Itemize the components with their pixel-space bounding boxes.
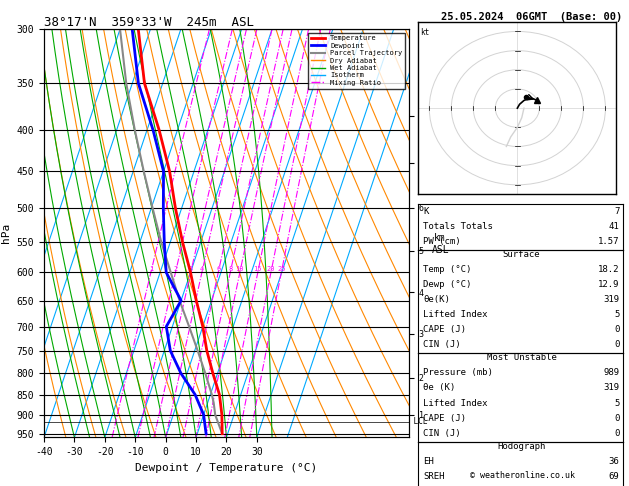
Text: 5: 5 — [614, 310, 620, 319]
Text: kt: kt — [420, 28, 430, 36]
Text: Lifted Index: Lifted Index — [423, 399, 488, 408]
Text: CIN (J): CIN (J) — [423, 429, 461, 438]
Text: Pressure (mb): Pressure (mb) — [423, 368, 493, 378]
Y-axis label: km
ASL: km ASL — [431, 233, 449, 255]
Text: LCL: LCL — [409, 417, 427, 426]
Y-axis label: hPa: hPa — [1, 223, 11, 243]
Text: 8: 8 — [228, 266, 232, 273]
Text: 41: 41 — [609, 222, 620, 231]
X-axis label: Dewpoint / Temperature (°C): Dewpoint / Temperature (°C) — [135, 463, 318, 473]
Text: 0: 0 — [614, 429, 620, 438]
Text: Most Unstable: Most Unstable — [486, 353, 557, 363]
Text: 36: 36 — [609, 457, 620, 466]
Text: 1.57: 1.57 — [598, 237, 620, 246]
Text: 15: 15 — [253, 266, 262, 273]
Text: CAPE (J): CAPE (J) — [423, 414, 466, 423]
Text: SREH: SREH — [423, 472, 445, 481]
Text: 3: 3 — [189, 266, 193, 273]
Text: 0: 0 — [614, 325, 620, 334]
Text: 69: 69 — [609, 472, 620, 481]
Text: PW (cm): PW (cm) — [423, 237, 461, 246]
Text: 7: 7 — [614, 207, 620, 216]
Legend: Temperature, Dewpoint, Parcel Trajectory, Dry Adiabat, Wet Adiabat, Isotherm, Mi: Temperature, Dewpoint, Parcel Trajectory… — [308, 33, 405, 88]
Text: 5: 5 — [614, 399, 620, 408]
Text: 20: 20 — [267, 266, 275, 273]
Text: 2: 2 — [174, 266, 177, 273]
Text: © weatheronline.co.uk: © weatheronline.co.uk — [470, 471, 574, 480]
Text: Hodograph: Hodograph — [498, 442, 545, 451]
Text: Lifted Index: Lifted Index — [423, 310, 488, 319]
Text: 1: 1 — [148, 266, 153, 273]
Text: Totals Totals: Totals Totals — [423, 222, 493, 231]
Text: EH: EH — [423, 457, 434, 466]
Text: 0: 0 — [614, 340, 620, 349]
Text: 0: 0 — [614, 414, 620, 423]
Text: Dewp (°C): Dewp (°C) — [423, 280, 472, 289]
Text: 10: 10 — [236, 266, 244, 273]
Text: 319: 319 — [603, 383, 620, 393]
Text: 25: 25 — [277, 266, 286, 273]
Text: 18.2: 18.2 — [598, 265, 620, 274]
Text: 6: 6 — [216, 266, 220, 273]
Text: 4: 4 — [200, 266, 204, 273]
Text: θe(K): θe(K) — [423, 295, 450, 304]
Text: 319: 319 — [603, 295, 620, 304]
Text: 989: 989 — [603, 368, 620, 378]
Text: Surface: Surface — [503, 250, 540, 259]
Text: K: K — [423, 207, 429, 216]
Text: 25.05.2024  06GMT  (Base: 00): 25.05.2024 06GMT (Base: 00) — [441, 12, 622, 22]
Text: Temp (°C): Temp (°C) — [423, 265, 472, 274]
Text: CIN (J): CIN (J) — [423, 340, 461, 349]
Text: 12.9: 12.9 — [598, 280, 620, 289]
Text: 38°17'N  359°33'W  245m  ASL: 38°17'N 359°33'W 245m ASL — [44, 16, 254, 29]
Text: θe (K): θe (K) — [423, 383, 455, 393]
Text: CAPE (J): CAPE (J) — [423, 325, 466, 334]
